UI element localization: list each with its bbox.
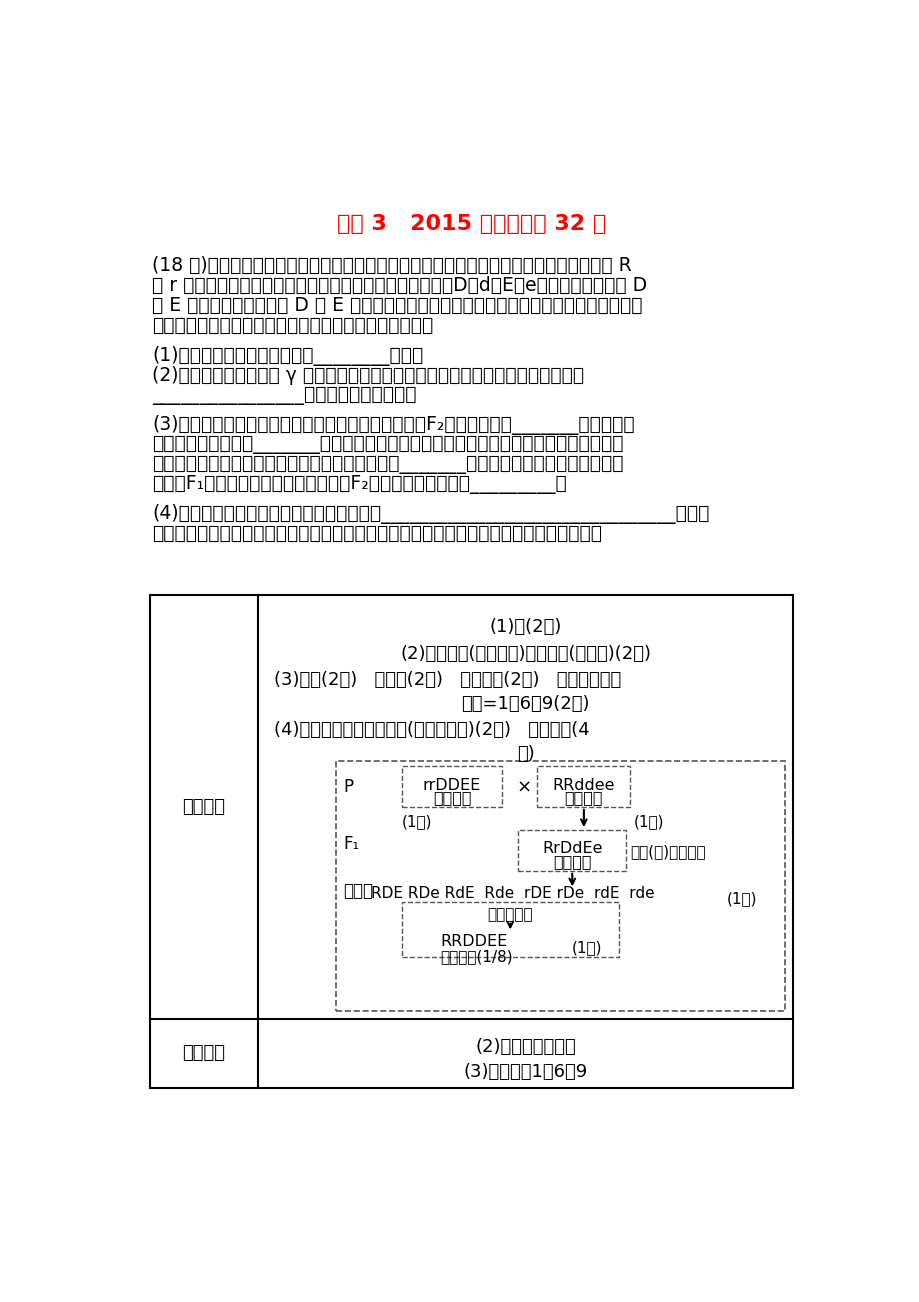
Text: 花药(粉)离体培养: 花药(粉)离体培养 [630,844,705,859]
Text: (2)多方向性(不定向性)和稀有性(低频性)(2分): (2)多方向性(不定向性)和稀有性(低频性)(2分) [400,646,651,663]
Text: (18 分)某自花且闭花受粉植物，抗病性和茎的高度是独立遗传的性状。抗病和感病由基因 R: (18 分)某自花且闭花受粉植物，抗病性和茎的高度是独立遗传的性状。抗病和感病由… [152,256,631,275]
Text: 染色体加倍: 染色体加倍 [487,907,532,922]
Text: 和 E 表现为矮茎，只含有 D 或 E 表现为中茎，其他表现为高茎。现有感病矮茎和抗病高茎两: 和 E 表现为矮茎，只含有 D 或 E 表现为中茎，其他表现为高茎。现有感病矮茎… [152,297,642,315]
Bar [402,766,502,807]
Text: (2)若采用诱变育种，在 γ 射线处理时，需要处理大量种子，其原因是基因突变具有: (2)若采用诱变育种，在 γ 射线处理时，需要处理大量种子，其原因是基因突变具有 [152,366,584,384]
Text: (4)若采用单倍体育种，该过程涉及的原理有_______________________________。请用: (4)若采用单倍体育种，该过程涉及的原理有___________________… [152,504,709,525]
Text: 单倍体: 单倍体 [344,881,373,900]
Text: P: P [344,779,354,797]
Bar [150,595,792,1088]
Text: (1分): (1分) [402,815,432,829]
Text: 况下，控制性状的基因数越多，其育种过程所需的_______。若只考虑茎的高度，亲本杂交: 况下，控制性状的基因数越多，其育种过程所需的_______。若只考虑茎的高度，亲… [152,454,623,474]
Text: RRDDEE: RRDDEE [440,934,507,949]
Bar [517,829,626,871]
Text: RRddee: RRddee [552,777,615,793]
Text: 遗传图解表示其过程（说明：选育结果只需写出所选育品种的基因型、表现型及其比例）。: 遗传图解表示其过程（说明：选育结果只需写出所选育品种的基因型、表现型及其比例）。 [152,525,602,543]
Text: 抗病高茎: 抗病高茎 [564,790,603,805]
Text: RrDdEe: RrDdEe [541,841,602,857]
Bar [335,760,785,1010]
Text: ×: × [516,779,531,797]
Text: RDE RDe RdE  Rde  rDE rDe  rdE  rde: RDE RDe RdE Rde rDE rDe rdE rde [370,887,653,901]
Text: 抗病矮茎: 抗病矮茎 [552,854,591,868]
Text: (1分): (1分) [633,815,664,829]
Text: F₁: F₁ [344,836,359,853]
Text: 矮茎=1：6：9(2分): 矮茎=1：6：9(2分) [461,695,589,713]
Text: 抗病矮茎(1/8): 抗病矮茎(1/8) [440,949,513,965]
Bar [537,766,630,807]
Text: 典型错误: 典型错误 [183,1044,225,1062]
Text: (4)基因重组和染色体变异(染色体畸变)(2分)   遗传图解(4: (4)基因重组和染色体变异(染色体畸变)(2分) 遗传图解(4 [274,720,589,738]
Text: 品种的纯合种子，欲培育纯合的抗病矮茎品种。请回答：: 品种的纯合种子，欲培育纯合的抗病矮茎品种。请回答： [152,316,433,336]
Text: (1分): (1分) [726,892,757,906]
Text: 体，再经连续自交等_______手段，最后得到稳定遗传的抗病矮茎品种。据此推测，一般情: 体，再经连续自交等_______手段，最后得到稳定遗传的抗病矮茎品种。据此推测，… [152,435,623,454]
Text: 分): 分) [516,745,534,763]
Text: 核对答案: 核对答案 [183,798,225,816]
Text: (2)普遍性和低频性: (2)普遍性和低频性 [475,1038,575,1056]
Text: (1分): (1分) [572,940,602,956]
Text: 感病矮茎: 感病矮茎 [433,790,471,805]
Text: (3)选择(2分)   纯合化(2分)   年限越长(2分)   高茎：中茎：: (3)选择(2分) 纯合化(2分) 年限越长(2分) 高茎：中茎： [274,671,620,689]
Text: (1)纯(2分): (1)纯(2分) [489,618,562,637]
Text: rrDDEE: rrDDEE [423,777,481,793]
Text: (3)第四空：1：6：9: (3)第四空：1：6：9 [463,1064,587,1081]
Text: 案例 3   2015 年浙江卷第 32 题: 案例 3 2015 年浙江卷第 32 题 [336,214,606,234]
Text: (1)自然状态下该植物一般都是________合子。: (1)自然状态下该植物一般都是________合子。 [152,345,423,366]
Text: ________________和有害性这三个特点。: ________________和有害性这三个特点。 [152,385,416,405]
Text: 所得的F₁在自然状态下繁殖，则理论上F₂的表现型及其比例为_________。: 所得的F₁在自然状态下繁殖，则理论上F₂的表现型及其比例为_________。 [152,475,566,493]
Bar [402,901,618,957]
Text: (3)若采用杂交育种，可通过将上述两个亲本杂交，在F₂等分离世代中_______抗病矮茎个: (3)若采用杂交育种，可通过将上述两个亲本杂交，在F₂等分离世代中_______… [152,415,634,435]
Text: 和 r 控制，抗病为显性；茎的高度由两对独立遗传的基因（D、d、E、e）控制，同时含有 D: 和 r 控制，抗病为显性；茎的高度由两对独立遗传的基因（D、d、E、e）控制，同… [152,276,647,296]
